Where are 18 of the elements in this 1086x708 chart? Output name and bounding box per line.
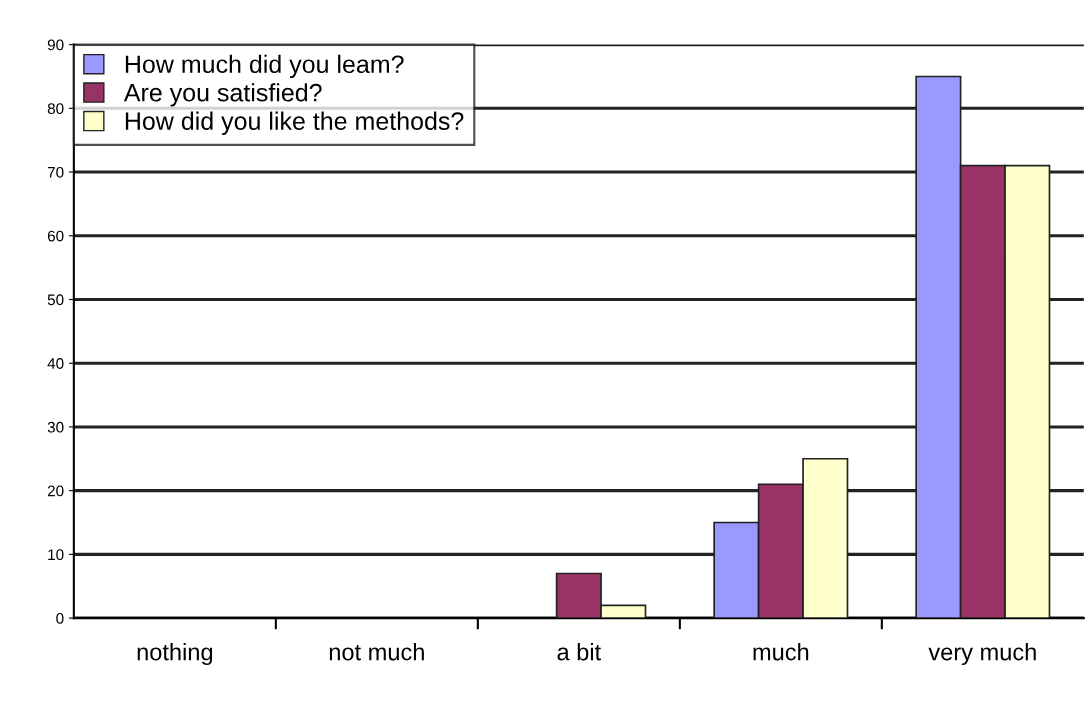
y-tick-label: 50 — [47, 294, 64, 306]
x-tick-label: very much — [928, 643, 1036, 666]
y-tick-label: 70 — [47, 166, 64, 178]
y-tick-label: 80 — [47, 103, 64, 115]
x-tick-label: nothing — [137, 643, 213, 666]
y-tick-label: 40 — [47, 358, 64, 369]
x-tick-label: a bit — [557, 643, 601, 661]
y-tick-label: 0 — [56, 612, 64, 624]
y-tick-label: 20 — [47, 485, 64, 497]
y-tick-label: 10 — [48, 549, 64, 561]
x-tick-label: not much — [329, 643, 424, 661]
y-tick-label: 30 — [47, 421, 64, 433]
legend-label: How did you like the methods? — [125, 111, 464, 135]
x-tick-label: much — [753, 643, 809, 661]
y-tick-label: 60 — [47, 230, 64, 242]
y-tick-label: 90 — [47, 39, 64, 51]
legend-label: How much did you leam? — [125, 54, 404, 79]
legend-label: Are you satisfied? — [123, 83, 322, 107]
